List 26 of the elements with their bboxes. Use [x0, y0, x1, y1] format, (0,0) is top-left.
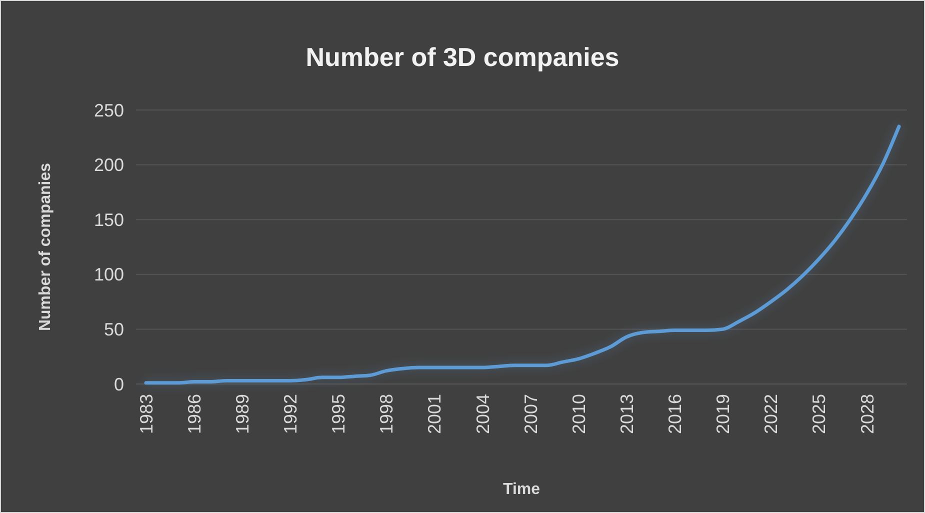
- x-tick-label: 1983: [136, 394, 156, 434]
- x-tick-label: 1992: [280, 394, 300, 434]
- y-tick-label: 50: [104, 320, 124, 340]
- x-axis-title: Time: [502, 481, 540, 498]
- y-axis-title: Number of companies: [37, 162, 54, 332]
- x-tick-label: 2010: [568, 394, 589, 434]
- x-tick-label: 2013: [616, 394, 637, 434]
- x-tick-label: 2022: [761, 394, 782, 434]
- y-tick-label: 250: [94, 100, 124, 120]
- x-tick-label: 2001: [424, 394, 445, 434]
- chart-title: Number of 3D companies: [306, 42, 620, 72]
- x-tick-label: 2016: [665, 394, 685, 434]
- x-tick-label: 2004: [472, 394, 493, 434]
- x-tick-label: 2028: [857, 394, 878, 434]
- x-tick-label: 1986: [184, 394, 204, 434]
- line-series: [144, 124, 901, 385]
- x-tick-label: 1995: [328, 394, 349, 434]
- x-tick-label: 1998: [376, 394, 397, 434]
- x-tick-label: 2007: [520, 394, 541, 434]
- y-tick-label: 100: [94, 264, 124, 285]
- y-tick-label: 200: [94, 155, 124, 176]
- x-tick-label: 1989: [232, 394, 252, 434]
- x-tick-label: 2019: [713, 394, 734, 434]
- x-tick-label: 2025: [809, 394, 830, 434]
- y-tick-label: 150: [94, 210, 124, 230]
- y-tick-label: 0: [114, 374, 124, 394]
